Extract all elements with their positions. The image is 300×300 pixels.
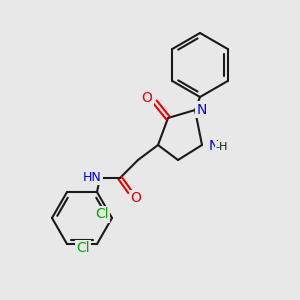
Text: N: N <box>197 103 207 116</box>
Text: N: N <box>209 140 219 154</box>
Text: Cl: Cl <box>95 208 109 221</box>
Text: -H: -H <box>216 142 228 152</box>
Text: O: O <box>130 191 141 206</box>
Text: HN: HN <box>82 171 101 184</box>
Text: Cl: Cl <box>76 242 90 256</box>
Text: O: O <box>142 92 152 106</box>
